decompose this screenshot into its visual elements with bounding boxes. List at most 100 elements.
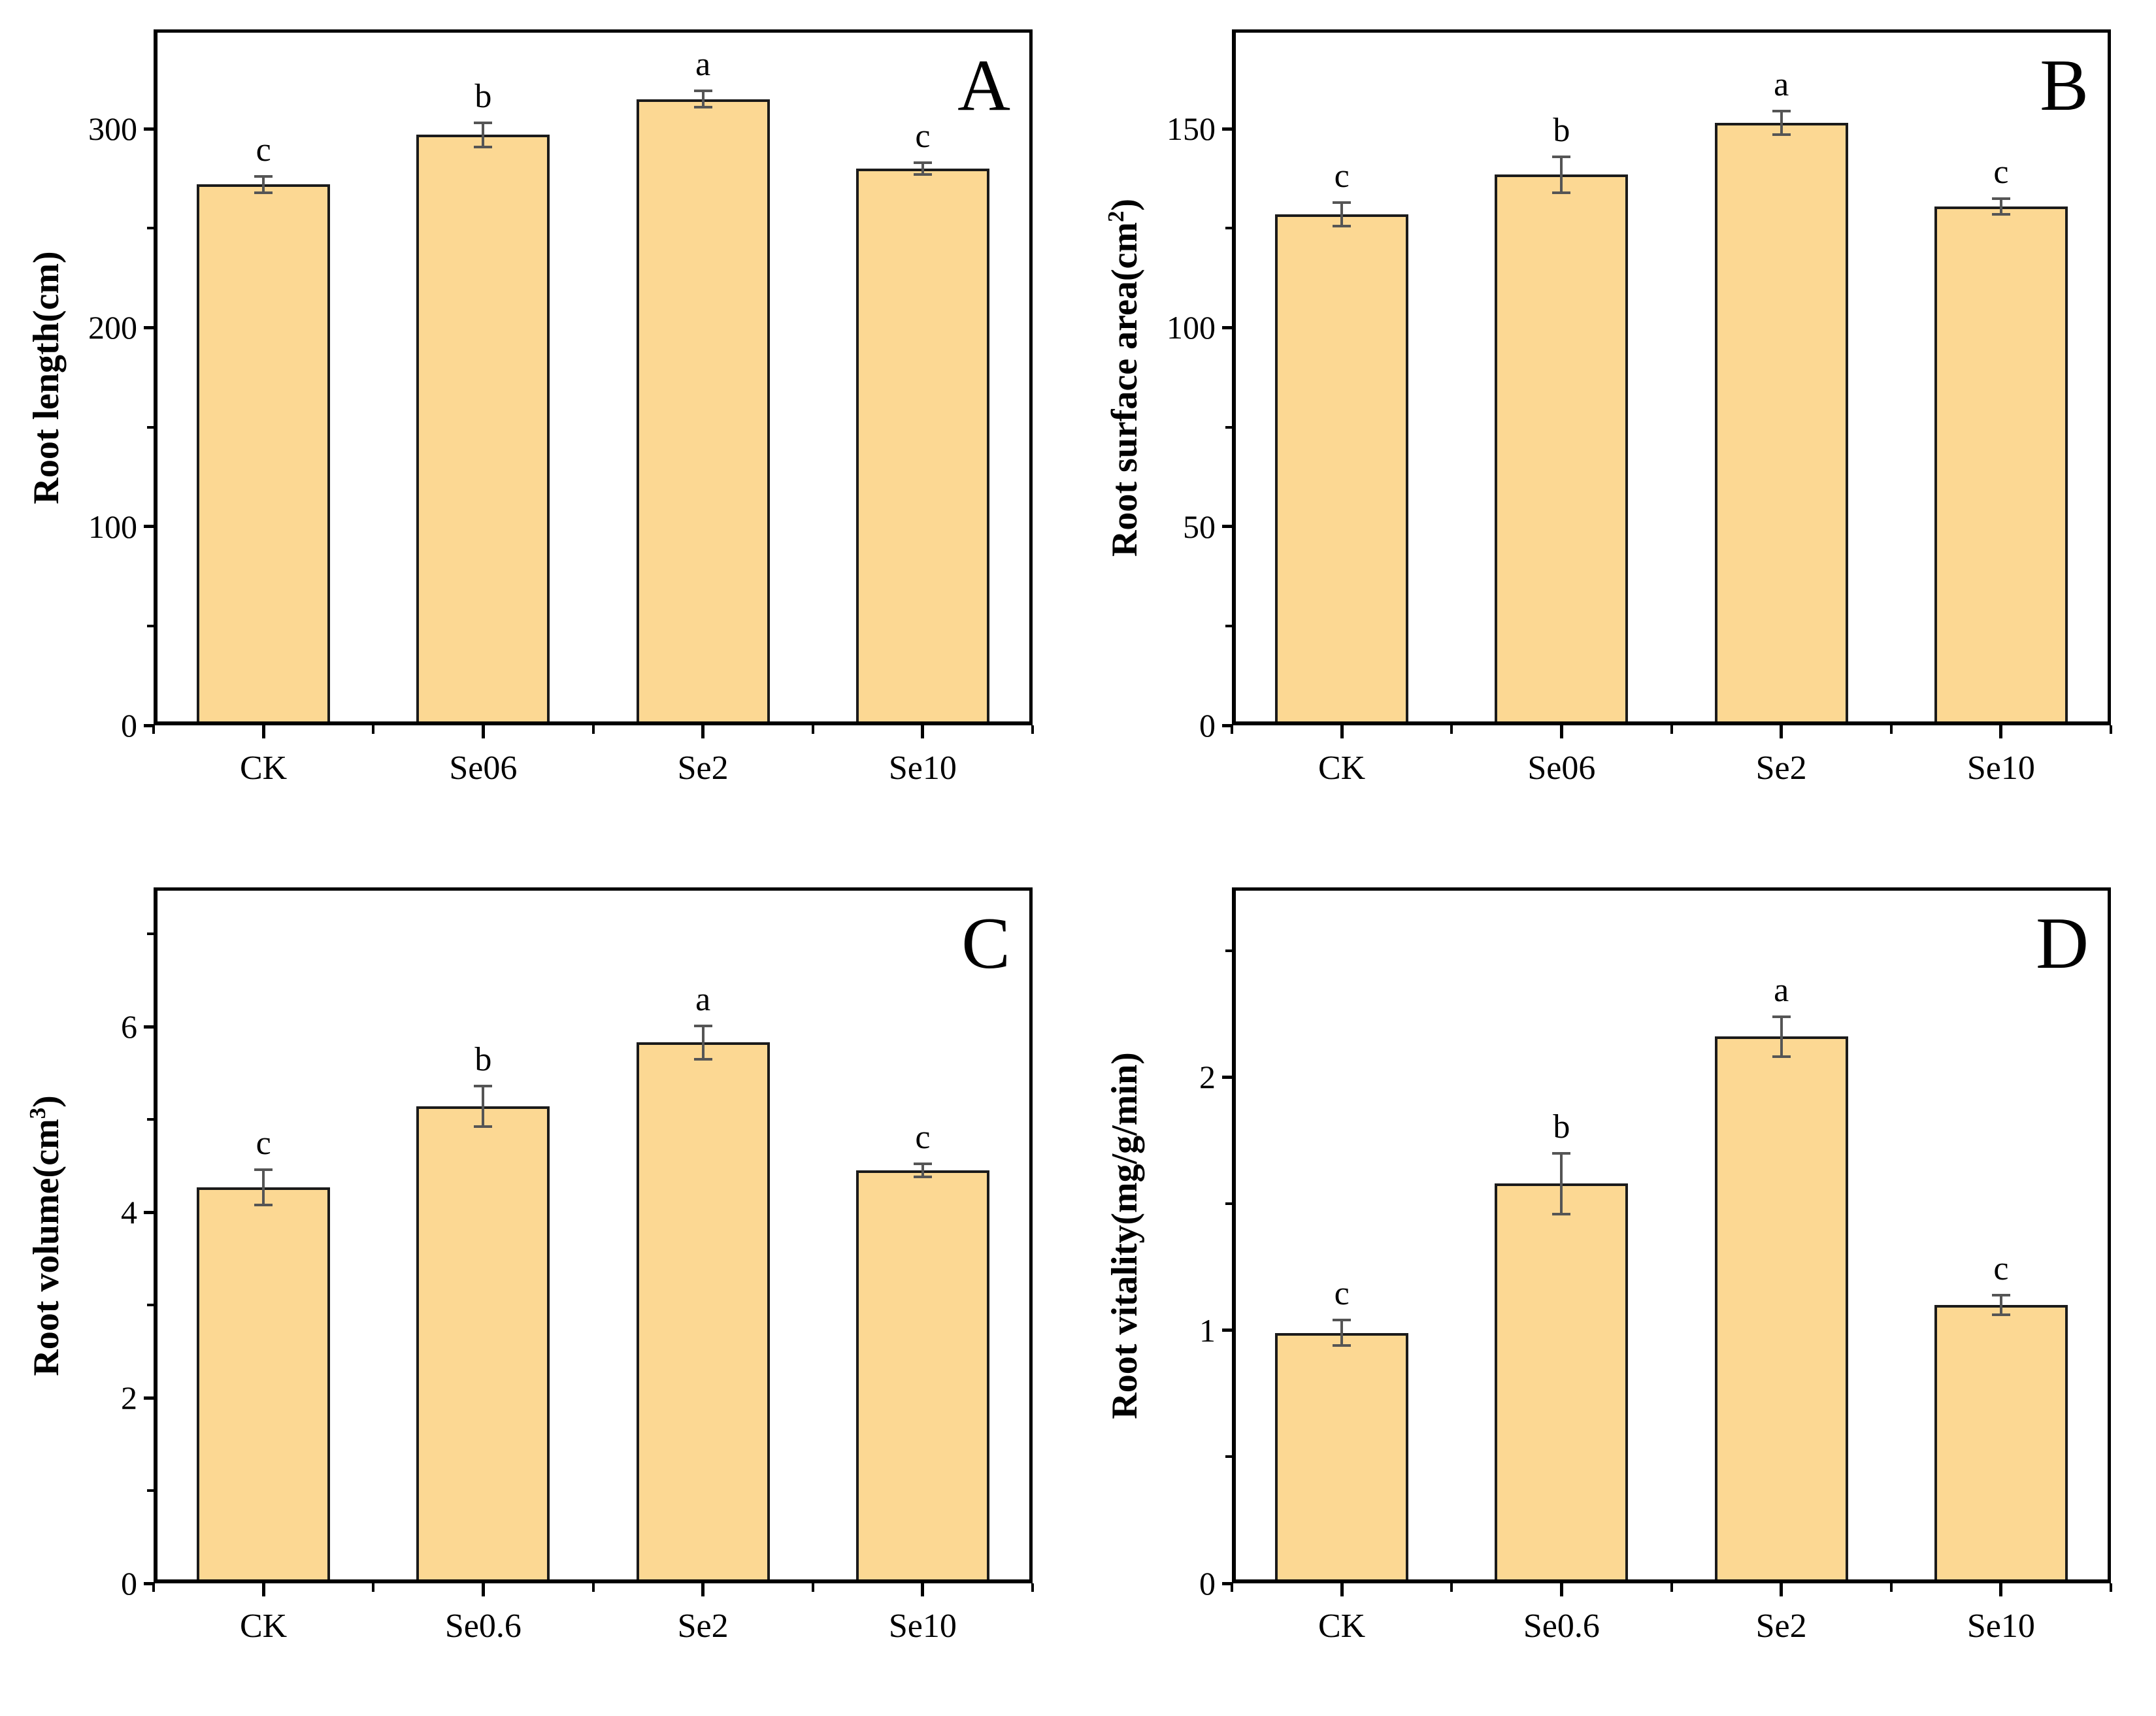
error-bar-cap-top — [1772, 109, 1791, 112]
x-major-tick — [921, 725, 925, 738]
x-boundary-tick — [372, 1583, 375, 1592]
x-boundary-tick — [2110, 725, 2112, 734]
error-bar-cap-bottom — [913, 1176, 932, 1179]
significance-letter: c — [1334, 1275, 1350, 1313]
y-major-tick — [144, 525, 154, 529]
y-axis-title-sup: 3 — [25, 1107, 51, 1119]
error-bar-cap-bottom — [1991, 1313, 2010, 1317]
error-bar-cap-bottom — [1772, 1055, 1791, 1059]
bar — [1934, 1305, 2068, 1583]
x-boundary-tick — [1450, 1583, 1453, 1592]
plot-border-top — [154, 887, 1033, 891]
x-boundary-tick — [1231, 725, 1233, 734]
x-boundary-tick — [1450, 725, 1453, 734]
x-axis-line — [1232, 1579, 2111, 1583]
y-minor-tick — [1225, 949, 1232, 952]
y-axis-title: Root volume(cm3) — [25, 1095, 67, 1376]
error-bar-line — [701, 91, 705, 107]
category-label: Se2 — [1755, 750, 1807, 787]
y-major-tick — [1222, 525, 1232, 529]
y-axis-title-text: Root length(cm) — [25, 250, 67, 504]
error-bar-line — [701, 1025, 705, 1059]
y-minor-tick — [1225, 624, 1232, 627]
error-bar-cap-bottom — [1772, 133, 1791, 137]
x-boundary-tick — [1670, 1583, 1673, 1592]
x-major-tick — [921, 1583, 925, 1596]
y-axis-line — [154, 29, 158, 725]
error-bar-line — [1999, 1295, 2002, 1315]
error-bar-line — [1340, 202, 1344, 227]
category-label: Se2 — [677, 1608, 729, 1645]
plot-border-right — [1029, 887, 1033, 1583]
x-boundary-tick — [1889, 1583, 1893, 1592]
error-bar-cap-bottom — [693, 1057, 712, 1061]
y-tick-label: 100 — [1167, 309, 1216, 346]
y-tick-label: 150 — [1167, 110, 1216, 148]
error-bar-cap-top — [913, 1163, 932, 1166]
error-bar-line — [921, 162, 924, 175]
y-tick-label: 1 — [1199, 1312, 1216, 1349]
bar — [1275, 214, 1409, 725]
bar — [197, 184, 331, 725]
significance-letter: c — [915, 117, 931, 155]
panel-b: 0 50 100 150 CK c Se06 b Se2 a Se10 c B Root surface … — [1078, 0, 2156, 858]
plot-box-d: 0 1 2 CK c Se0.6 b Se2 a Se10 c D — [1199, 887, 2112, 1643]
x-major-tick — [1559, 725, 1563, 738]
x-boundary-tick — [2110, 1583, 2112, 1592]
x-axis-line — [1232, 721, 2111, 725]
y-minor-tick — [147, 1489, 154, 1492]
error-bar-cap-top — [254, 175, 273, 178]
plot-box-a: 0 100 200 300 CK c Se06 b Se2 a Se10 c A — [88, 29, 1034, 785]
x-boundary-tick — [811, 725, 814, 734]
plot-box-b: 0 50 100 150 CK c Se06 b Se2 a Se10 c B — [1167, 29, 2112, 785]
category-label: Se10 — [1966, 1608, 2035, 1645]
error-bar-cap-bottom — [1552, 1212, 1571, 1215]
y-major-tick — [1222, 1075, 1232, 1079]
y-tick-label: 100 — [88, 508, 137, 545]
error-bar-cap-bottom — [693, 105, 712, 108]
error-bar-cap-top — [1772, 1015, 1791, 1018]
significance-letter: c — [915, 1119, 931, 1157]
y-major-tick — [1222, 1328, 1232, 1332]
panel-c: 0 2 4 6 CK c Se0.6 b Se2 a Se10 c C Root volume(cm3) — [0, 858, 1078, 1716]
x-major-tick — [1559, 1583, 1563, 1596]
error-bar-cap-top — [1991, 1293, 2010, 1296]
y-tick-label: 4 — [121, 1194, 137, 1230]
y-major-tick — [144, 325, 154, 329]
error-bar-cap-bottom — [1333, 1344, 1352, 1347]
y-major-tick — [1222, 127, 1232, 131]
panel-a: 0 100 200 300 CK c Se06 b Se2 a Se10 c A Root length(… — [0, 0, 1078, 858]
significance-letter: b — [474, 78, 492, 115]
error-bar-line — [262, 176, 265, 193]
error-bar-line — [1780, 110, 1783, 135]
y-minor-tick — [147, 1304, 154, 1306]
x-major-tick — [1340, 725, 1344, 738]
y-tick-label: 0 — [121, 707, 137, 744]
y-major-tick — [144, 1581, 154, 1585]
error-bar-line — [1560, 1153, 1563, 1214]
significance-letter: c — [1993, 153, 2009, 191]
bar — [636, 1042, 770, 1583]
y-tick-label: 6 — [121, 1008, 137, 1045]
bar — [636, 99, 770, 725]
significance-letter: b — [1553, 111, 1570, 149]
x-major-tick — [701, 1583, 705, 1596]
y-major-tick — [144, 1210, 154, 1214]
x-axis-line — [154, 721, 1033, 725]
bar — [855, 169, 989, 725]
plot-border-right — [2108, 887, 2111, 1583]
significance-letter: b — [1553, 1108, 1570, 1146]
category-label: Se2 — [677, 750, 729, 787]
bar — [1714, 1036, 1848, 1583]
significance-letter: a — [1774, 971, 1789, 1009]
y-minor-tick — [1225, 425, 1232, 429]
panel-letter: C — [961, 903, 1010, 984]
bar — [1714, 123, 1848, 725]
x-major-tick — [1780, 725, 1783, 738]
significance-letter: c — [1334, 157, 1350, 195]
error-bar-line — [1560, 156, 1563, 193]
error-bar-line — [1340, 1320, 1344, 1345]
x-major-tick — [481, 725, 485, 738]
y-major-tick — [144, 127, 154, 131]
y-minor-tick — [147, 1118, 154, 1121]
